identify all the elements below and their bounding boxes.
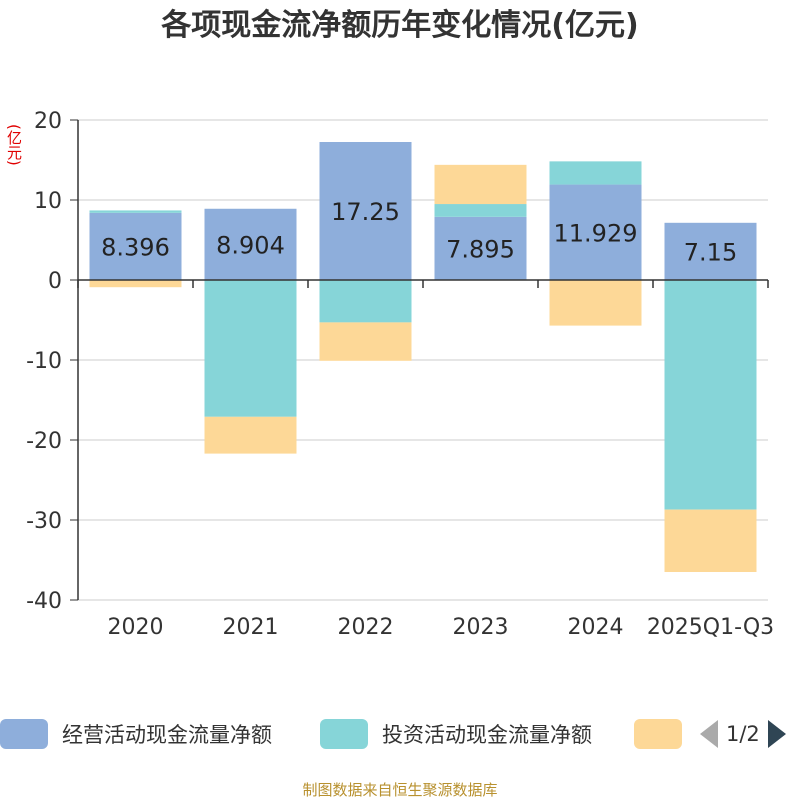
y-tick-label: -30 <box>26 509 62 534</box>
bar-1-2023 <box>434 216 527 280</box>
y-tick-label: 10 <box>34 189 62 214</box>
legend-swatch-financing <box>634 719 682 749</box>
bar-3-2025Q1-Q3 <box>664 509 757 572</box>
bar-2-2021 <box>204 280 297 417</box>
legend-item-investing[interactable]: 投资活动现金流量净额 <box>320 716 592 752</box>
bar-2-2023 <box>434 204 527 217</box>
y-tick-label: 0 <box>48 269 62 294</box>
bar-2-2025Q1-Q3 <box>664 280 757 510</box>
legend-page-indicator: 1/2 <box>726 722 760 746</box>
bar-1-2025Q1-Q3 <box>664 222 757 280</box>
prev-page-icon[interactable] <box>700 720 718 748</box>
bar-3-2020 <box>89 280 182 288</box>
x-tick-label: 2020 <box>108 615 164 640</box>
x-tick-label: 2023 <box>453 615 509 640</box>
x-tick-label: 2025Q1-Q3 <box>647 615 774 640</box>
bar-2-2020 <box>89 210 182 213</box>
bar-3-2021 <box>204 416 297 454</box>
x-tick-label: 2024 <box>568 615 624 640</box>
source-note: 制图数据来自恒生聚源数据库 <box>302 781 498 799</box>
data-label: 7.15 <box>684 238 737 266</box>
data-label: 17.25 <box>331 198 400 226</box>
data-label: 8.904 <box>216 231 285 259</box>
x-tick-label: 2021 <box>223 615 279 640</box>
chart-title: 各项现金流净额历年变化情况(亿元) <box>161 8 639 43</box>
legend-item-operating[interactable]: 经营活动现金流量净额 <box>0 716 272 752</box>
y-tick-label: -20 <box>26 429 62 454</box>
bar-1-2022 <box>319 142 412 280</box>
x-tick-label: 2022 <box>338 615 394 640</box>
grid-lines <box>78 119 768 601</box>
bar-1-2024 <box>549 184 642 280</box>
bar-3-2022 <box>319 322 412 361</box>
y-tick-label: 20 <box>34 109 62 134</box>
axes: 20 10 0 -10 -20 -30 -40 2020 2021 2022 2023 2024 202… <box>26 109 774 640</box>
bar-1-2020 <box>89 212 182 280</box>
data-label: 7.895 <box>446 235 515 263</box>
chart-canvas: 20 10 0 -10 -20 -30 -40 2020 2021 2022 2023 2024 202… <box>26 109 774 640</box>
y-tick-label: -40 <box>26 589 62 614</box>
legend-label-operating: 经营活动现金流量净额 <box>62 723 272 747</box>
data-label: 11.929 <box>554 219 638 247</box>
data-label: 8.396 <box>101 233 170 261</box>
bar-3-2024 <box>549 280 642 326</box>
legend-label-investing: 投资活动现金流量净额 <box>382 723 592 747</box>
legend-swatch-investing <box>320 719 368 749</box>
bar-2-2022 <box>319 280 412 323</box>
bar-1-2021 <box>204 208 297 280</box>
y-tick-label: -10 <box>26 349 62 374</box>
legend-item-financing[interactable] <box>634 716 682 752</box>
data-labels: 8.396 8.904 17.25 7.895 11.929 7.15 <box>101 198 737 266</box>
legend-swatch-operating <box>0 719 48 749</box>
next-page-icon[interactable] <box>767 720 786 748</box>
y-axis-unit-label: (亿元) <box>5 124 23 166</box>
legend: 经营活动现金流量净额 投资活动现金流量净额 1/2 <box>0 712 800 756</box>
bar-3-2023 <box>434 164 527 205</box>
bar-2-2024 <box>549 161 642 185</box>
bar-series <box>89 142 757 572</box>
legend-pager: 1/2 <box>700 716 786 752</box>
